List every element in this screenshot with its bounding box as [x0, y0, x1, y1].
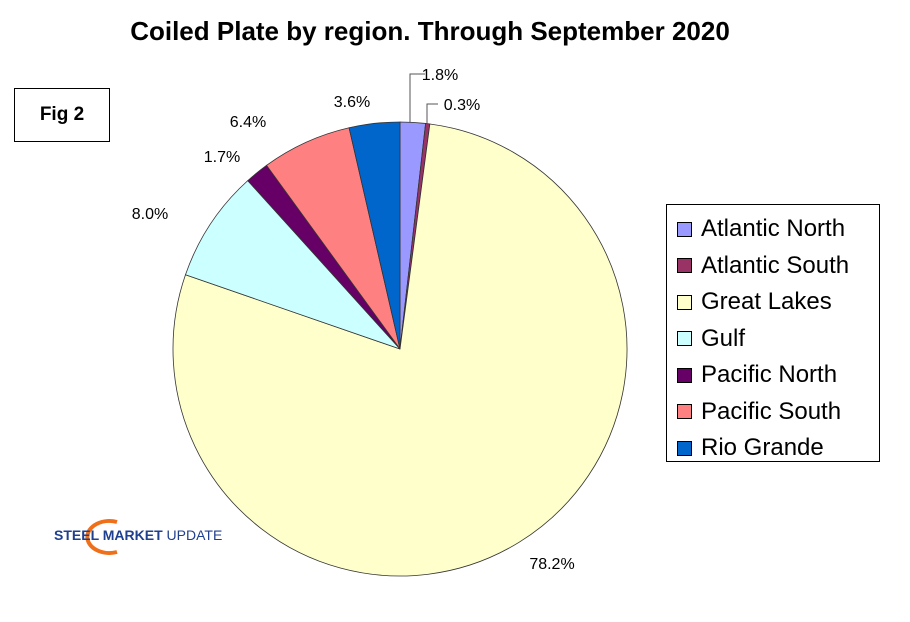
logo-swoosh-icon: [85, 519, 118, 555]
legend-label: Pacific North: [701, 361, 838, 389]
chart-title: Coiled Plate by region. Through Septembe…: [130, 16, 730, 46]
legend-swatch: [677, 440, 692, 456]
legend-swatch: [677, 258, 692, 274]
figure-label: Fig 2: [14, 88, 110, 142]
leader-line: [409, 73, 425, 123]
legend-item: Atlantic South: [667, 248, 879, 285]
data-label: 6.4%: [230, 114, 266, 131]
legend-item: Pacific South: [667, 394, 879, 431]
legend-item: Rio Grande: [667, 430, 879, 467]
legend-item: Great Lakes: [667, 284, 879, 321]
legend-item: Gulf: [667, 321, 879, 358]
legend-label: Rio Grande: [701, 434, 824, 462]
legend-swatch: [677, 367, 692, 383]
data-label: 3.6%: [334, 94, 370, 111]
legend-label: Gulf: [701, 324, 746, 352]
legend-swatch: [677, 294, 692, 310]
pie-slice-gulf: [184, 180, 401, 350]
legend-label: Great Lakes: [701, 288, 832, 316]
legend-label: Atlantic North: [701, 215, 846, 243]
legend-label: Atlantic South: [701, 251, 850, 279]
legend-label: Pacific South: [701, 397, 842, 425]
pie-slice-rio-grande: [348, 121, 401, 350]
steel-market-update-logo: STEEL MARKET UPDATE: [52, 516, 222, 556]
logo-light-text: UPDATE: [166, 527, 223, 543]
legend-swatch: [677, 404, 692, 420]
logo-bold-text: STEEL MARKET: [54, 527, 163, 543]
legend-item: Pacific North: [667, 357, 879, 394]
pie-slice-great-lakes: [172, 123, 628, 577]
data-label: 0.3%: [444, 97, 480, 114]
data-label: 8.0%: [132, 206, 168, 223]
data-label: 1.8%: [422, 67, 458, 84]
legend: Atlantic North Atlantic South Great Lakes G…: [666, 204, 880, 462]
data-label: 1.7%: [204, 149, 240, 166]
data-label: 78.2%: [529, 556, 574, 573]
leader-line: [426, 103, 438, 123]
legend-swatch: [677, 331, 692, 347]
legend-swatch: [677, 221, 692, 237]
legend-item: Atlantic North: [667, 211, 879, 248]
